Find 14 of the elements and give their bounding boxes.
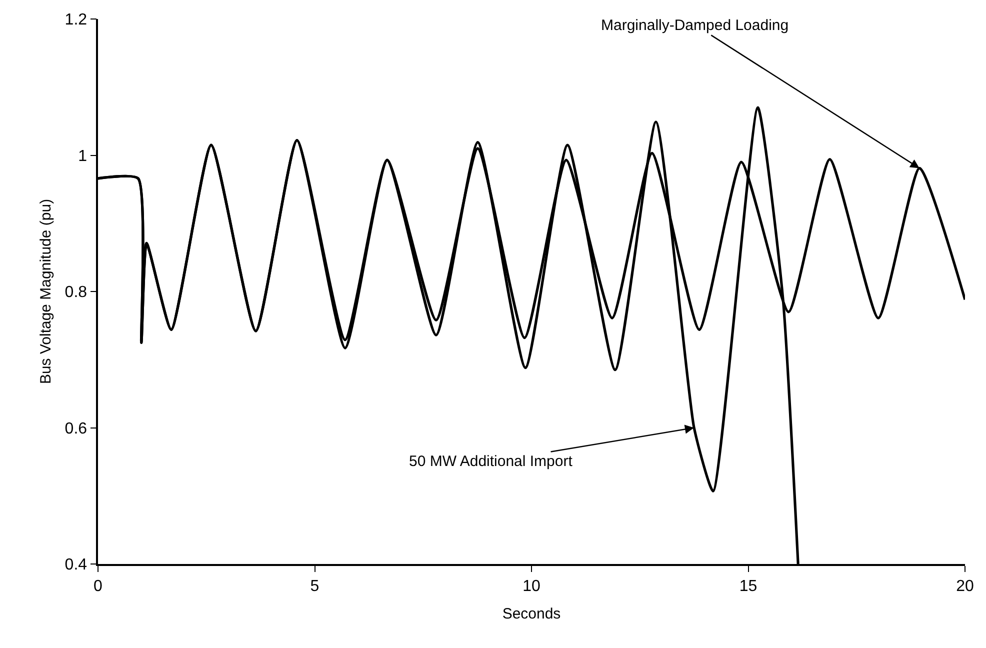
- x-tick-label: 10: [522, 578, 540, 595]
- x-tick-label: 20: [956, 578, 974, 595]
- x-tick-label: 0: [94, 578, 103, 595]
- y-tick-label: 1.2: [64, 12, 88, 29]
- x-tick-label: 15: [739, 578, 758, 595]
- x-tick-label: 5: [310, 578, 320, 595]
- y-tick-label: 0.8: [64, 284, 88, 302]
- y-tick-label: 1: [78, 148, 88, 165]
- y-axis-title: Bus Voltage Magnitude (pu): [38, 198, 55, 384]
- y-tick-label: 0.4: [64, 556, 88, 574]
- annotation: Marginally-Damped Loading: [601, 17, 789, 34]
- x-axis-title: Seconds: [502, 605, 561, 622]
- annotation: 50 MW Additional Import: [409, 453, 574, 470]
- y-tick-label: 0.6: [64, 420, 88, 438]
